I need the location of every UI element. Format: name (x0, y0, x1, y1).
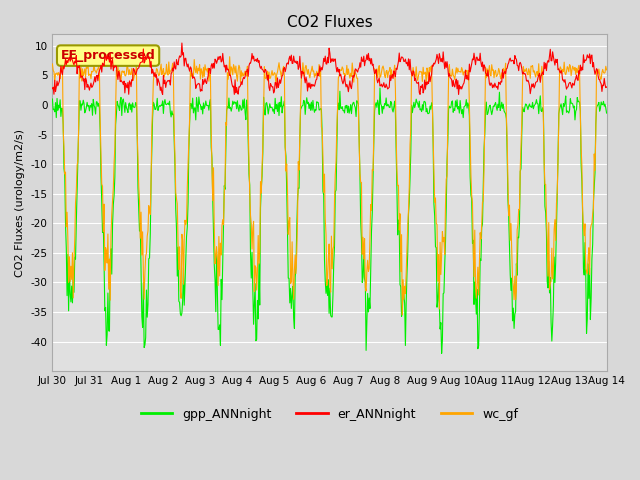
Text: EE_processed: EE_processed (61, 49, 156, 62)
Y-axis label: CO2 Fluxes (urology/m2/s): CO2 Fluxes (urology/m2/s) (15, 129, 25, 276)
Legend: gpp_ANNnight, er_ANNnight, wc_gf: gpp_ANNnight, er_ANNnight, wc_gf (136, 403, 524, 426)
Title: CO2 Fluxes: CO2 Fluxes (287, 15, 372, 30)
